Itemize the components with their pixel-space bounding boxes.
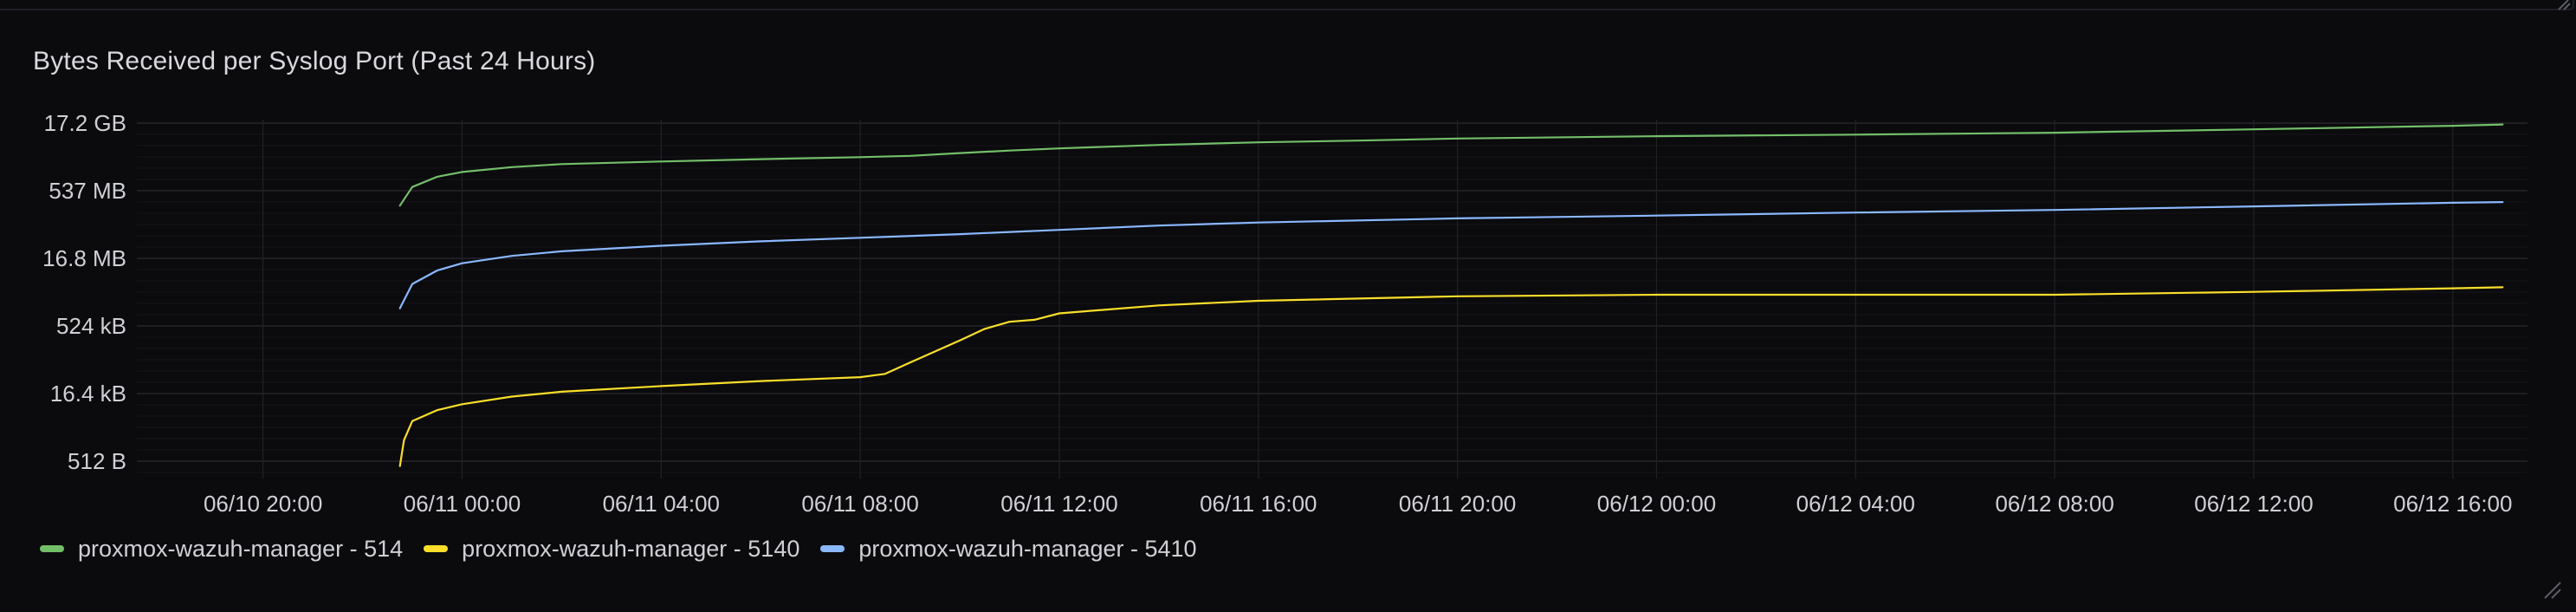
y-axis-ticks: 17.2 GB 537 MB 16.8 MB 524 kB 16.4 kB 512 B (42, 110, 126, 474)
y-tick-label: 524 kB (56, 313, 126, 339)
top-panel-resize-icon[interactable] (2555, 0, 2571, 10)
legend-swatch-5140 (424, 545, 449, 552)
legend-swatch-5410 (820, 545, 845, 552)
chart-legend: proxmox-wazuh-manager - 514 proxmox-wazu… (40, 534, 1197, 563)
legend-label: proxmox-wazuh-manager - 5410 (858, 535, 1197, 562)
x-tick-label: 06/11 00:00 (404, 491, 521, 517)
legend-item-5410[interactable]: proxmox-wazuh-manager - 5410 (820, 535, 1197, 563)
x-axis-ticks: 06/10 20:00 06/11 00:00 06/11 04:00 06/11 0… (204, 491, 2513, 517)
x-tick-label: 06/11 08:00 (801, 491, 918, 517)
y-tick-label: 16.4 kB (50, 381, 126, 407)
x-tick-label: 06/11 16:00 (1200, 491, 1317, 517)
y-tick-label: 17.2 GB (44, 110, 126, 136)
chart-series (398, 123, 2504, 467)
x-tick-label: 06/10 20:00 (204, 491, 322, 517)
x-tick-label: 06/12 00:00 (1597, 491, 1716, 517)
previous-panel-edge (0, 0, 2574, 10)
legend-item-5140[interactable]: proxmox-wazuh-manager - 5140 (424, 536, 799, 563)
y-tick-label: 16.8 MB (42, 245, 126, 271)
x-tick-label: 06/11 04:00 (603, 491, 720, 517)
y-tick-label: 512 B (68, 448, 126, 474)
series-line-2[interactable] (398, 201, 2504, 309)
y-tick-label: 537 MB (49, 178, 126, 204)
x-tick-label: 06/12 16:00 (2393, 491, 2512, 517)
legend-swatch-514 (40, 545, 64, 552)
x-tick-label: 06/12 12:00 (2194, 491, 2313, 517)
line-chart[interactable]: 17.2 GB 537 MB 16.8 MB 524 kB 16.4 kB 512 B 0… (0, 0, 2576, 520)
series-line-0[interactable] (398, 123, 2504, 207)
panel-title[interactable]: Bytes Received per Syslog Port (Past 24 … (33, 47, 596, 75)
x-tick-label: 06/11 20:00 (1399, 491, 1516, 517)
x-tick-label: 06/11 12:00 (1000, 491, 1117, 517)
legend-item-514[interactable]: proxmox-wazuh-manager - 514 (40, 536, 403, 563)
x-tick-label: 06/12 08:00 (1995, 491, 2113, 517)
series-line-1[interactable] (398, 286, 2504, 467)
x-tick-label: 06/12 04:00 (1796, 491, 1915, 517)
legend-label: proxmox-wazuh-manager - 5140 (462, 535, 800, 562)
legend-label: proxmox-wazuh-manager - 514 (78, 535, 404, 562)
panel-resize-icon[interactable] (2541, 579, 2562, 600)
